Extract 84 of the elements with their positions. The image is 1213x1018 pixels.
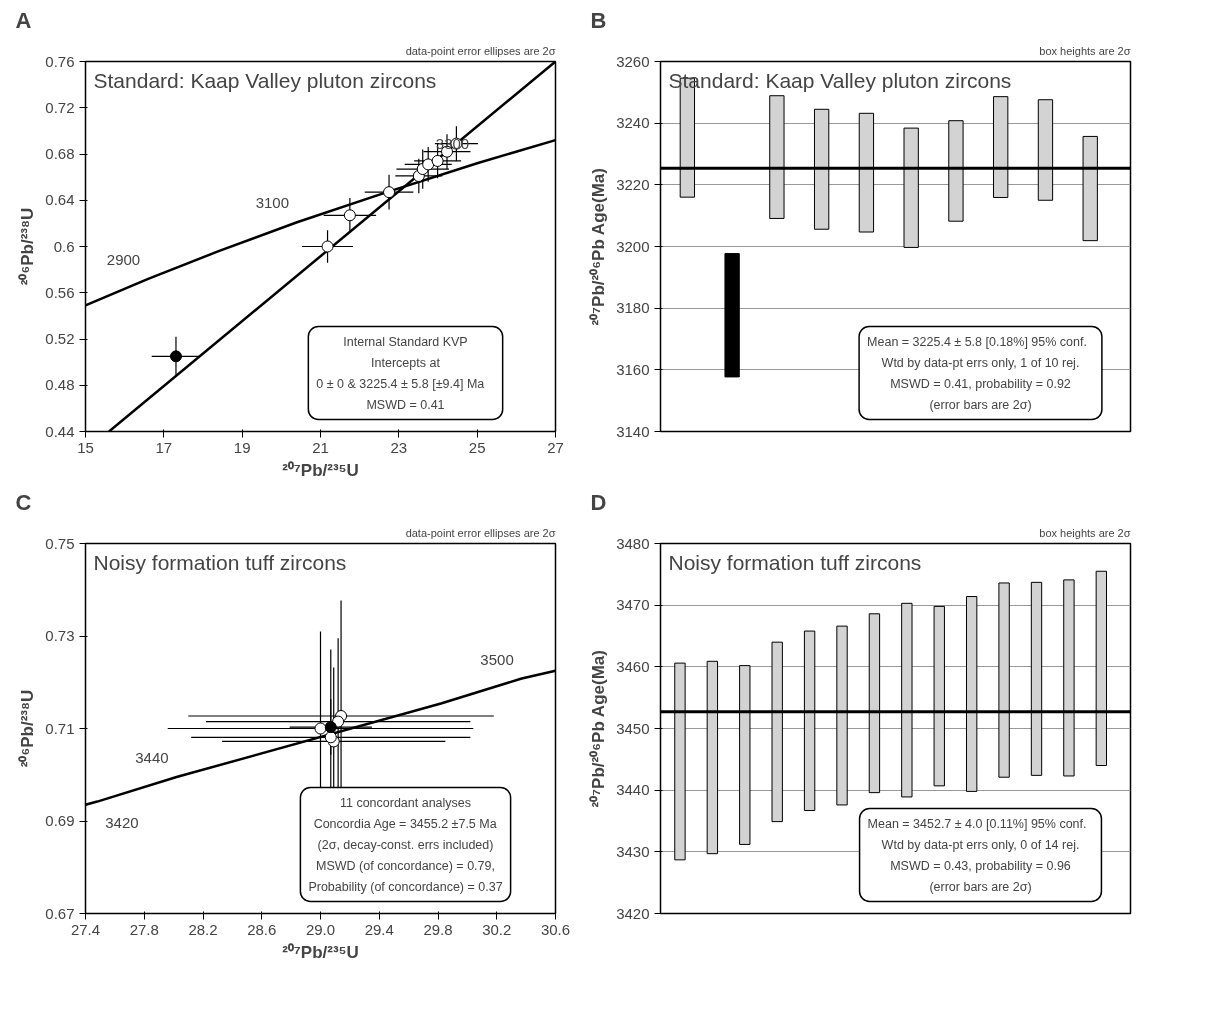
- annotation: MSWD (of concordance) = 0.79,: [316, 858, 495, 873]
- chart-title: Standard: Kaap Valley pluton zircons: [93, 68, 437, 92]
- annotation: Concordia Age = 3455.2 ±7.5 Ma: [313, 816, 497, 831]
- x-tick-label: 15: [77, 438, 94, 456]
- y-tick-label: 0.68: [45, 145, 75, 162]
- y-tick-label: 3440: [616, 781, 650, 799]
- y-tick-label: 3180: [616, 299, 650, 317]
- x-tick-label: 27: [547, 438, 564, 456]
- annotation: Mean = 3225.4 ± 5.8 [0.18%] 95% conf.: [867, 334, 1087, 349]
- y-tick-label: 0.56: [45, 283, 75, 301]
- text: data-point error ellipses are 2σ: [405, 526, 556, 539]
- text: B: [590, 7, 607, 33]
- annotation: Intercepts at: [371, 355, 441, 370]
- annotation: MSWD = 0.43, probability = 0.96: [890, 858, 1071, 873]
- text: D: [590, 489, 607, 515]
- x-axis-title: ²⁰⁷Pb/²³⁵U: [282, 460, 359, 480]
- x-tick-label: 21: [312, 438, 329, 456]
- y-tick-label: 0.75: [45, 534, 75, 552]
- y-tick-label: 3470: [616, 596, 650, 614]
- x-tick-label: 17: [155, 438, 173, 456]
- x-tick-label: 27.8: [129, 920, 159, 938]
- x-tick-label: 30.2: [482, 920, 512, 938]
- y-axis-title: ²⁰⁷Pb/²⁰⁶Pb Age(Ma): [589, 650, 609, 808]
- x-tick-label: 29.0: [305, 920, 336, 938]
- annotation: 0 ± 0 & 3225.4 ± 5.8 [±9.4] Ma: [316, 376, 485, 391]
- annotation: MSWD = 0.41, probability = 0.92: [890, 376, 1071, 391]
- text: A: [15, 7, 32, 33]
- x-tick-label: 19: [233, 438, 251, 456]
- y-tick-label: 3460: [616, 657, 650, 675]
- y-tick-label: 3450: [616, 719, 650, 737]
- y-tick-label: 0.44: [45, 422, 75, 440]
- annotation: 3440: [135, 749, 169, 767]
- y-tick-label: 0.73: [45, 627, 75, 644]
- annotation: Mean = 3452.7 ± 4.0 [0.11%] 95% conf.: [867, 816, 1087, 831]
- x-tick-label: 30.6: [540, 920, 571, 938]
- annotation: 3500: [480, 650, 514, 668]
- y-tick-label: 3480: [616, 534, 650, 552]
- y-tick-label: 3240: [616, 114, 650, 132]
- annotation: (error bars are 2σ): [929, 397, 1032, 412]
- y-tick-label: 0.6: [53, 237, 75, 255]
- y-axis-title: ²⁰⁶Pb/²³⁸U: [18, 689, 38, 768]
- x-tick-label: 23: [390, 438, 408, 456]
- x-tick-label: 29.8: [423, 920, 453, 938]
- x-tick-label: 25: [468, 438, 486, 456]
- y-tick-label: 3220: [616, 175, 650, 193]
- y-tick-label: 0.52: [45, 330, 75, 347]
- y-tick-label: 3140: [616, 422, 650, 440]
- y-tick-label: 0.71: [45, 719, 75, 737]
- annotation: 2900: [106, 250, 141, 268]
- annotation: 3420: [105, 813, 139, 831]
- y-tick-label: 3200: [616, 237, 650, 255]
- text: box heights are 2σ: [1039, 44, 1131, 57]
- text: C: [15, 489, 32, 515]
- y-tick-label: 0.72: [45, 98, 75, 116]
- y-axis-title: ²⁰⁷Pb/²⁰⁶Pb Age(Ma): [589, 168, 609, 326]
- x-tick-label: 29.4: [364, 920, 394, 938]
- annotation: 3100: [255, 194, 290, 212]
- y-tick-label: 3420: [616, 904, 650, 922]
- chart-title: Noisy formation tuff zircons: [668, 550, 922, 574]
- y-tick-label: 0.67: [45, 904, 75, 922]
- x-tick-label: 28.2: [188, 920, 218, 938]
- annotation: MSWD = 0.41: [366, 397, 445, 412]
- annotation: Wtd by data-pt errs only, 1 of 10 rej.: [881, 355, 1080, 370]
- text: data-point error ellipses are 2σ: [405, 44, 556, 57]
- y-tick-label: 3160: [616, 360, 650, 378]
- text: box heights are 2σ: [1039, 526, 1131, 539]
- y-axis-title: ²⁰⁶Pb/²³⁸U: [18, 207, 38, 286]
- y-tick-label: 0.69: [45, 812, 75, 829]
- y-tick-label: 0.76: [45, 52, 75, 70]
- chart-title: Standard: Kaap Valley pluton zircons: [668, 68, 1012, 92]
- y-tick-label: 0.64: [45, 191, 75, 209]
- annotation: Probability (of concordance) = 0.37: [308, 879, 503, 894]
- annotation: Wtd by data-pt errs only, 0 of 14 rej.: [881, 837, 1080, 852]
- x-tick-label: 27.4: [70, 920, 101, 938]
- y-tick-label: 3260: [616, 52, 650, 70]
- chart-title: Noisy formation tuff zircons: [93, 550, 347, 574]
- annotation: (2σ, decay-const. errs included): [317, 837, 494, 852]
- y-tick-label: 3430: [616, 842, 650, 860]
- y-tick-label: 0.48: [45, 376, 75, 394]
- x-axis-title: ²⁰⁷Pb/²³⁵U: [282, 942, 359, 962]
- annotation: (error bars are 2σ): [929, 879, 1032, 894]
- x-tick-label: 28.6: [247, 920, 277, 938]
- annotation: Internal Standard KVP: [343, 334, 468, 349]
- annotation: 11 concordant analyses: [339, 795, 472, 810]
